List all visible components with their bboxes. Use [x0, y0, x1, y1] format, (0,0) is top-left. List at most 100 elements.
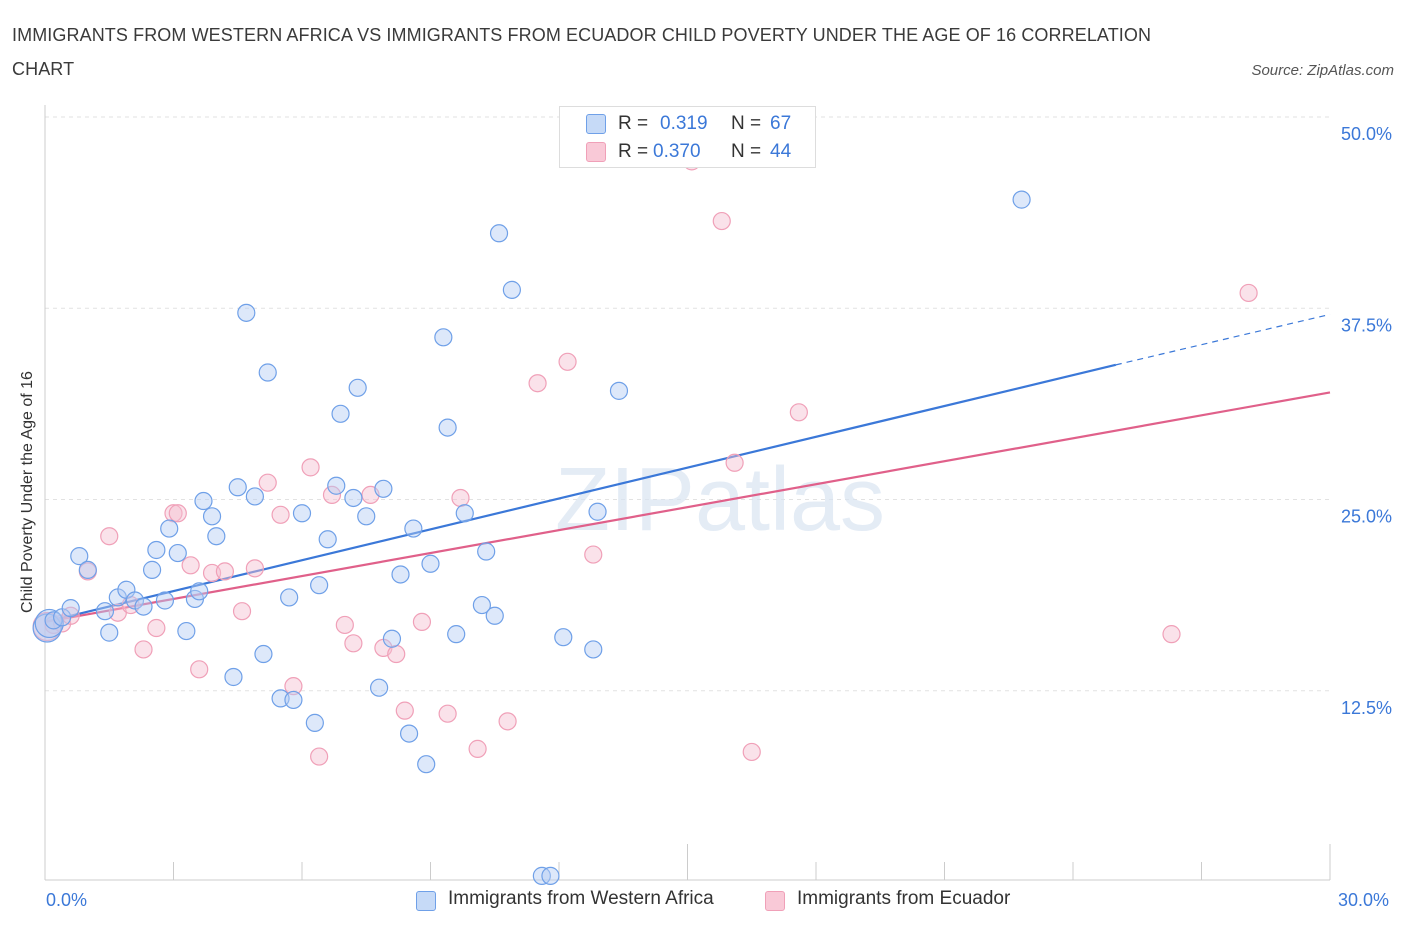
- point-ecuador: [395, 701, 414, 720]
- point-ecuador: [584, 545, 603, 564]
- legend-label-western-africa: Immigrants from Western Africa: [448, 888, 714, 909]
- point-western-africa: [477, 542, 496, 561]
- swatch-ecuador: [586, 142, 606, 162]
- point-western-africa: [541, 866, 560, 885]
- point-western-africa: [70, 547, 89, 566]
- source-label: Source: ZipAtlas.com: [1251, 62, 1394, 79]
- swatch-western-africa: [586, 114, 606, 134]
- point-western-africa: [434, 328, 453, 347]
- point-ecuador: [498, 712, 517, 731]
- point-ecuador: [725, 453, 744, 472]
- point-western-africa: [292, 504, 312, 523]
- point-western-africa: [228, 478, 247, 497]
- y-axis-label: Child Poverty Under the Age of 16: [19, 371, 36, 613]
- x-tick-label-left: 0.0%: [46, 890, 88, 910]
- chart-title: IMMIGRANTS FROM WESTERN AFRICA VS IMMIGR…: [12, 25, 1152, 79]
- point-western-africa: [374, 479, 393, 498]
- r-value: 0.319: [660, 113, 708, 134]
- point-western-africa: [100, 623, 119, 642]
- point-ecuador: [134, 640, 153, 659]
- point-western-africa: [1012, 190, 1031, 209]
- point-ecuador: [1162, 625, 1181, 644]
- point-ecuador: [322, 485, 342, 505]
- x-tick-label-right: 30.0%: [1338, 890, 1390, 910]
- n-value: 44: [770, 141, 792, 162]
- point-ecuador: [271, 505, 290, 524]
- y-tick-labels: 12.5% 25.0% 37.5% 50.0%: [1341, 124, 1392, 718]
- point-western-africa: [194, 491, 213, 511]
- point-ecuador: [310, 747, 329, 766]
- n-label: N =: [731, 141, 762, 162]
- point-ecuador: [1239, 283, 1258, 303]
- point-western-africa: [202, 507, 222, 526]
- y-tick-label: 25.0%: [1341, 507, 1392, 527]
- n-value: 67: [770, 113, 792, 134]
- point-western-africa: [168, 543, 187, 563]
- point-western-africa: [310, 576, 329, 595]
- point-western-africa: [404, 519, 423, 538]
- point-western-africa: [485, 606, 504, 625]
- trend-line-western-africa: [44, 363, 1117, 623]
- point-ecuador: [344, 634, 363, 653]
- trend-line-ecuador: [44, 391, 1331, 623]
- point-western-africa: [284, 690, 303, 710]
- point-western-africa: [61, 599, 80, 618]
- point-western-africa: [348, 378, 367, 397]
- point-western-africa: [455, 504, 474, 523]
- point-ecuador: [712, 211, 731, 231]
- point-western-africa: [370, 678, 389, 697]
- watermark: ZIPatlas: [555, 450, 885, 550]
- point-ecuador: [100, 527, 119, 546]
- point-western-africa: [472, 595, 491, 615]
- trend-line-western-africa-extension: [1115, 313, 1331, 366]
- point-western-africa: [207, 527, 226, 546]
- point-western-africa: [391, 565, 410, 584]
- point-western-africa: [254, 644, 273, 664]
- r-label: R =: [618, 113, 649, 134]
- point-western-africa: [382, 629, 402, 648]
- legend-swatch-western-africa: [416, 891, 436, 911]
- point-western-africa: [554, 628, 573, 647]
- point-western-africa: [224, 667, 243, 687]
- point-western-africa: [147, 540, 166, 560]
- point-western-africa: [142, 560, 162, 579]
- point-ecuador: [335, 615, 354, 635]
- point-ecuador: [558, 352, 577, 371]
- point-ecuador: [789, 403, 808, 422]
- legend-swatch-ecuador: [765, 891, 785, 911]
- point-ecuador: [258, 473, 277, 492]
- point-ecuador: [387, 644, 406, 664]
- point-western-africa: [190, 582, 209, 601]
- point-western-africa: [134, 597, 153, 616]
- point-ecuador: [412, 612, 432, 632]
- legend-label-ecuador: Immigrants from Ecuador: [797, 888, 1011, 909]
- point-western-africa: [280, 588, 299, 607]
- point-western-africa: [237, 303, 256, 322]
- r-label: R =: [618, 141, 649, 162]
- y-tick-label: 50.0%: [1341, 124, 1392, 144]
- point-ecuador: [451, 488, 470, 508]
- r-value: 0.370: [653, 141, 701, 162]
- point-western-africa: [95, 602, 115, 621]
- point-western-africa: [177, 621, 196, 641]
- point-western-africa: [344, 488, 363, 508]
- point-western-africa: [318, 530, 337, 549]
- trend-lines: [44, 313, 1331, 623]
- point-western-africa: [327, 476, 346, 495]
- point-western-africa: [502, 280, 521, 299]
- data-points: [32, 136, 1258, 885]
- point-western-africa: [155, 591, 175, 610]
- point-ecuador: [190, 660, 209, 679]
- point-western-africa: [258, 363, 277, 382]
- point-ecuador: [215, 562, 234, 581]
- n-label: N =: [731, 113, 762, 134]
- point-western-africa: [489, 224, 509, 243]
- point-western-africa: [399, 724, 419, 743]
- point-western-africa: [78, 560, 97, 579]
- point-ecuador: [181, 556, 200, 575]
- point-ecuador: [438, 704, 457, 723]
- point-western-africa: [588, 502, 607, 521]
- point-ecuador: [468, 739, 487, 758]
- point-western-africa: [609, 381, 629, 400]
- point-ecuador: [245, 559, 264, 578]
